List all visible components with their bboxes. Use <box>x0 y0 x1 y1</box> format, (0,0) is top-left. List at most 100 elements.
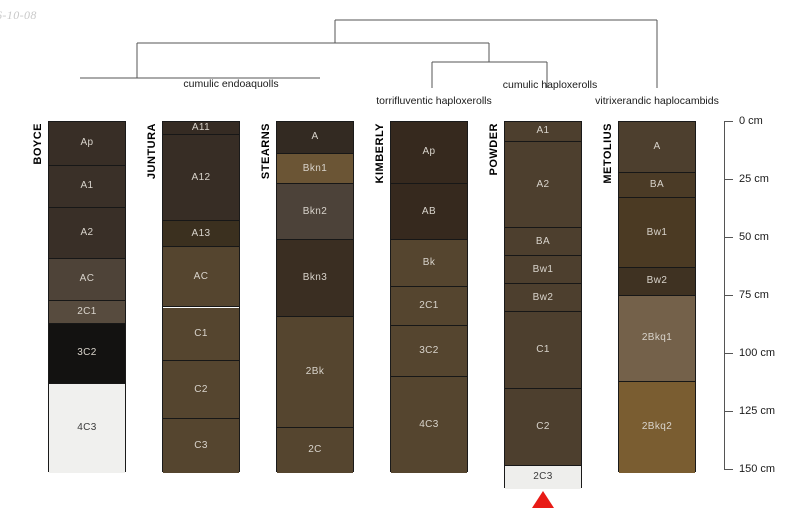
soil-horizon: BA <box>619 172 695 199</box>
soil-horizon: C1 <box>163 307 239 361</box>
horizon-label: 4C3 <box>419 418 439 430</box>
horizon-label: 3C2 <box>419 345 439 357</box>
horizon-label: AC <box>193 270 209 282</box>
horizon-label: A1 <box>536 125 550 137</box>
soil-horizon: AC <box>163 247 239 308</box>
soil-horizon: A2 <box>505 142 581 229</box>
soil-horizon: A12 <box>163 135 239 222</box>
horizon-label: BA <box>535 235 551 247</box>
depth-axis-tick-label: 25 cm <box>739 172 769 185</box>
depth-axis-tick-label: 75 cm <box>739 288 769 301</box>
soil-horizon: 2C <box>277 428 353 473</box>
horizon-label: 2Bk <box>305 366 325 378</box>
soil-horizon: 3C2 <box>49 323 125 385</box>
horizon-label: 3C2 <box>77 347 97 359</box>
soil-column-metolius: A BA Bw1 Bw2 2Bkq1 2Bkq2 <box>618 120 696 473</box>
soil-horizon: 2C1 <box>49 300 125 324</box>
soil-horizon: Bw2 <box>619 267 695 296</box>
soil-horizon: Bkn3 <box>277 240 353 317</box>
horizon-label: Bk <box>422 256 436 268</box>
soil-horizon: Bkn1 <box>277 154 353 185</box>
horizon-label: 2C <box>308 444 322 456</box>
horizon-label: AB <box>421 205 437 217</box>
column-title-juntura: JUNTURA <box>146 122 158 179</box>
soil-horizon: 2C3 <box>505 465 581 489</box>
soil-column-juntura: A11 A12 A13 AC C1 C2 C3 <box>162 120 240 473</box>
horizon-label: Bw2 <box>532 291 554 303</box>
clade-label: cumulic endoaquolls <box>183 78 279 90</box>
soil-horizon: A <box>277 121 353 155</box>
column-title-boyce: BOYCE <box>32 122 44 165</box>
depth-axis-tick <box>724 469 733 471</box>
clade-label: cumulic haploxerolls <box>502 79 598 91</box>
horizon-label: Bw2 <box>646 275 668 287</box>
horizon-label: C2 <box>194 383 208 395</box>
soil-horizon: 2Bkq1 <box>619 295 695 382</box>
soil-horizon: BA <box>505 228 581 257</box>
horizon-label: C3 <box>194 439 208 451</box>
soil-horizon: Ap <box>391 121 467 185</box>
soil-column-stearns: A Bkn1 Bkn2 Bkn3 2Bk 2C <box>276 120 354 473</box>
depth-axis-tick-label: 125 cm <box>739 405 776 418</box>
soil-horizon: AC <box>49 258 125 301</box>
horizon-label: C1 <box>194 327 208 339</box>
horizon-label: 2C3 <box>533 471 553 483</box>
soil-column-powder: A1 A2 BA Bw1 Bw2 C1 C2 2C3 <box>504 120 582 489</box>
soil-column-boyce: Ap A1 A2 AC 2C1 3C2 4C3 <box>48 120 126 473</box>
horizon-label: BA <box>649 178 665 190</box>
red-triangle-marker <box>532 490 554 508</box>
horizon-label: A <box>653 140 661 152</box>
depth-axis-tick <box>724 353 733 354</box>
soil-horizon: A <box>619 121 695 173</box>
horizon-label: 2Bkq1 <box>641 332 673 344</box>
horizon-label: A11 <box>191 121 211 133</box>
soil-horizon: 2Bkq2 <box>619 381 695 473</box>
soil-horizon: C1 <box>505 312 581 389</box>
soil-horizon: AB <box>391 184 467 241</box>
horizon-label: 4C3 <box>77 422 97 434</box>
column-title-stearns: STEARNS <box>260 122 272 179</box>
horizon-label: A <box>311 131 319 143</box>
horizon-label: C1 <box>536 344 550 355</box>
soil-horizon: A11 <box>163 121 239 136</box>
depth-axis-tick-label: 100 cm <box>739 347 776 359</box>
soil-horizon: A13 <box>163 221 239 248</box>
soil-horizon: 2C1 <box>391 286 467 327</box>
soil-horizon: 3C2 <box>391 326 467 378</box>
column-title-metolius: METOLIUS <box>602 122 614 184</box>
soil-horizon: Ap <box>49 121 125 166</box>
horizon-label: A12 <box>191 171 211 183</box>
horizon-label: Ap <box>422 146 436 158</box>
column-title-kimberly: KIMBERLY <box>374 122 386 183</box>
column-title-powder: POWDER <box>488 122 500 176</box>
soil-horizon: Bw1 <box>619 198 695 268</box>
horizon-label: Bkn3 <box>302 271 328 283</box>
soil-horizon: C3 <box>163 419 239 473</box>
horizon-label: A2 <box>536 178 550 190</box>
horizon-label: A1 <box>80 180 94 192</box>
soil-horizon: 2Bk <box>277 316 353 429</box>
horizon-label: C2 <box>536 420 550 432</box>
depth-axis-tick-label: 0 cm <box>739 114 763 127</box>
horizon-label: A13 <box>191 227 211 239</box>
soil-horizon: Bk <box>391 240 467 287</box>
soil-horizon: C2 <box>505 388 581 466</box>
soil-horizon: 4C3 <box>49 384 125 473</box>
soil-horizon: Bw1 <box>505 256 581 285</box>
depth-axis-tick <box>724 411 733 413</box>
horizon-label: Bw1 <box>532 263 554 275</box>
depth-axis: 0 cm 25 cm 50 cm 75 cm 100 cm 125 cm 150 cm <box>718 110 800 490</box>
soil-horizon: 4C3 <box>391 377 467 473</box>
soil-horizon: Bkn2 <box>277 184 353 241</box>
date-stamp: 6-10-08 <box>0 8 37 22</box>
depth-axis-tick <box>724 294 733 296</box>
horizon-label: Ap <box>80 137 94 149</box>
depth-axis-tick <box>724 120 733 122</box>
clade-label: torrifluventic haploxerolls <box>376 95 492 107</box>
soil-horizon: C2 <box>163 360 239 420</box>
soil-column-kimberly: Ap AB Bk 2C1 3C2 4C3 <box>390 120 468 473</box>
depth-axis-tick <box>724 236 733 238</box>
depth-axis-tick-label: 150 cm <box>739 463 776 476</box>
soil-horizon: A2 <box>49 207 125 259</box>
